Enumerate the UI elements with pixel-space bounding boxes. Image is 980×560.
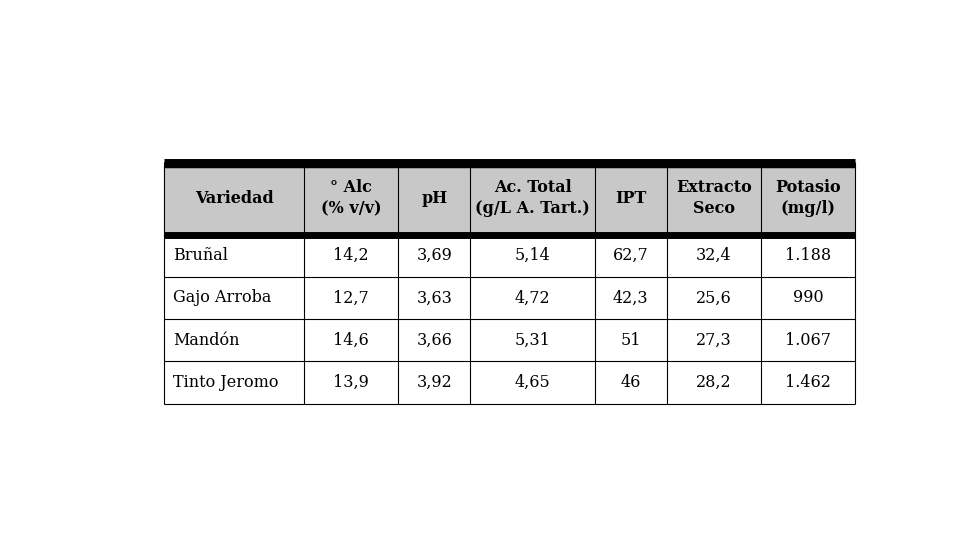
Text: ° Alc
(% v/v): ° Alc (% v/v) bbox=[321, 179, 381, 217]
Bar bbox=[165, 235, 856, 277]
Text: Mandón: Mandón bbox=[173, 332, 240, 349]
Bar bbox=[165, 361, 856, 404]
Text: 4,72: 4,72 bbox=[514, 290, 551, 306]
Text: 3,66: 3,66 bbox=[416, 332, 452, 349]
Text: 990: 990 bbox=[793, 290, 823, 306]
Text: Gajo Arroba: Gajo Arroba bbox=[173, 290, 271, 306]
Bar bbox=[165, 277, 856, 319]
Text: Tinto Jeromo: Tinto Jeromo bbox=[173, 374, 279, 391]
Text: 42,3: 42,3 bbox=[612, 290, 649, 306]
Text: 12,7: 12,7 bbox=[333, 290, 369, 306]
Text: Ac. Total
(g/L A. Tart.): Ac. Total (g/L A. Tart.) bbox=[475, 179, 590, 217]
Text: 5,31: 5,31 bbox=[514, 332, 551, 349]
Text: 14,6: 14,6 bbox=[333, 332, 369, 349]
Text: 46: 46 bbox=[620, 374, 641, 391]
Text: 5,14: 5,14 bbox=[514, 247, 551, 264]
Text: 28,2: 28,2 bbox=[696, 374, 732, 391]
Text: 4,65: 4,65 bbox=[514, 374, 551, 391]
Text: 51: 51 bbox=[620, 332, 641, 349]
Text: Potasio
(mg/l): Potasio (mg/l) bbox=[775, 179, 841, 217]
Text: 62,7: 62,7 bbox=[612, 247, 649, 264]
Text: 3,69: 3,69 bbox=[416, 247, 452, 264]
Text: IPT: IPT bbox=[615, 190, 647, 207]
Text: 3,63: 3,63 bbox=[416, 290, 452, 306]
Text: 25,6: 25,6 bbox=[696, 290, 732, 306]
Bar bbox=[165, 162, 856, 235]
Text: 14,2: 14,2 bbox=[333, 247, 369, 264]
Text: 13,9: 13,9 bbox=[333, 374, 369, 391]
Text: 27,3: 27,3 bbox=[696, 332, 732, 349]
Bar bbox=[165, 319, 856, 361]
Text: Variedad: Variedad bbox=[195, 190, 273, 207]
Text: 1.067: 1.067 bbox=[785, 332, 831, 349]
Text: pH: pH bbox=[421, 190, 448, 207]
Text: 1.188: 1.188 bbox=[785, 247, 831, 264]
Text: 3,92: 3,92 bbox=[416, 374, 452, 391]
Text: Extracto
Seco: Extracto Seco bbox=[676, 179, 752, 217]
Text: 1.462: 1.462 bbox=[785, 374, 831, 391]
Text: Bruñal: Bruñal bbox=[173, 247, 228, 264]
Text: 32,4: 32,4 bbox=[696, 247, 732, 264]
